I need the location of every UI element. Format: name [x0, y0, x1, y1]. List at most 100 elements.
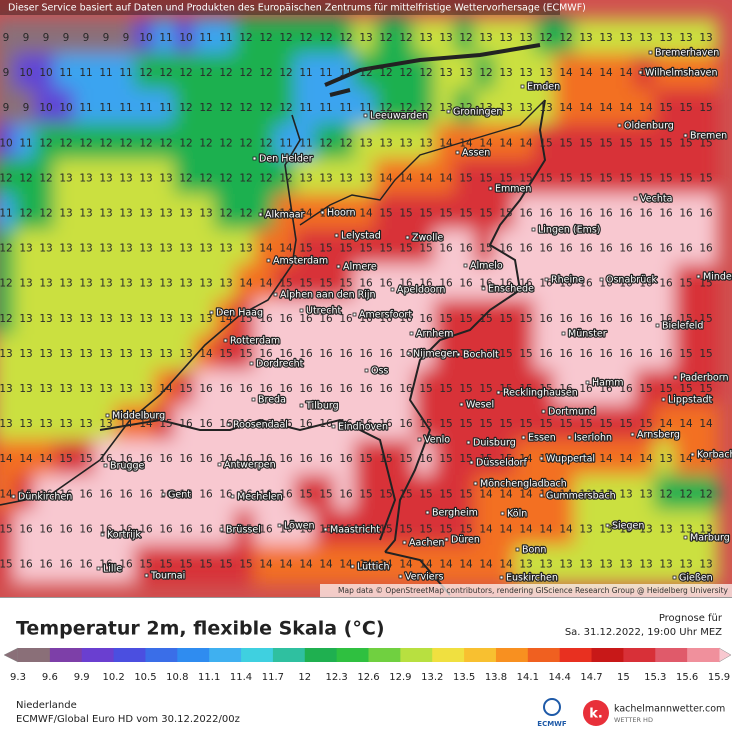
grid-value: 15: [459, 313, 472, 325]
grid-value: 12: [239, 67, 252, 79]
city-label: Tournai: [150, 571, 185, 582]
city-label: Groningen: [453, 107, 502, 118]
grid-value: 16: [119, 523, 133, 535]
grid-value: 12: [359, 67, 372, 79]
city-label: Bielefeld: [662, 321, 703, 332]
grid-value: 13: [59, 243, 72, 255]
grid-value: 13: [239, 243, 252, 255]
grid-value: 14: [639, 102, 653, 114]
grid-value: 15: [479, 313, 492, 325]
grid-value: 11: [199, 32, 212, 44]
grid-value: 15: [639, 418, 652, 430]
city-dot: [585, 380, 590, 385]
grid-value: 12: [479, 67, 492, 79]
national-border: [384, 551, 451, 596]
city-dot: [599, 277, 604, 282]
grid-value: 16: [319, 313, 333, 325]
grid-value: 13: [519, 32, 532, 44]
grid-value: 13: [479, 102, 492, 114]
city-label: Utrecht: [306, 306, 341, 317]
grid-value: 15: [679, 172, 692, 184]
grid-value: 12: [239, 208, 252, 220]
grid-value: 14: [519, 488, 533, 500]
city-dot: [209, 310, 214, 315]
city-dot: [363, 113, 368, 118]
grid-value: 16: [199, 523, 213, 535]
field-cell: [694, 158, 718, 198]
grid-value: 13: [579, 488, 592, 500]
grid-value: 13: [459, 67, 472, 79]
city-dot: [258, 212, 263, 217]
field-cell: [694, 509, 718, 549]
grid-value: 16: [659, 243, 673, 255]
colorbar-label: 14.1: [517, 672, 539, 683]
grid-value: 12: [199, 172, 212, 184]
kw-logo: [583, 700, 609, 726]
grid-value: 16: [319, 453, 333, 465]
colorbar-label: 12.3: [326, 672, 348, 683]
grid-value: 16: [259, 453, 273, 465]
grid-value: 13: [159, 172, 172, 184]
grid-value: 16: [339, 418, 353, 430]
grid-value: 14: [559, 523, 573, 535]
grid-value: 14: [539, 523, 553, 535]
grid-value: 16: [199, 453, 213, 465]
colorbar-segment: [304, 648, 338, 662]
city-label: Den Helder: [259, 154, 313, 165]
grid-value: 16: [19, 559, 33, 571]
grid-value: 15: [319, 488, 332, 500]
grid-value: 15: [559, 418, 572, 430]
grid-value: 14: [419, 172, 433, 184]
grid-value: 16: [459, 243, 473, 255]
colorbar-label: 15: [617, 672, 630, 683]
grid-value: 13: [499, 67, 512, 79]
grid-value: 13: [439, 102, 452, 114]
grid-value: 14: [499, 488, 513, 500]
grid-value: 14: [519, 137, 533, 149]
grid-value: 11: [119, 67, 132, 79]
city-dot: [350, 564, 355, 569]
city-label: Assen: [462, 148, 490, 159]
grid-value: 13: [39, 278, 52, 290]
grid-value: 16: [499, 278, 513, 290]
grid-value: 16: [699, 243, 713, 255]
city-label: Bergheim: [432, 508, 478, 519]
grid-value: 16: [59, 488, 73, 500]
grid-value: 10: [0, 137, 13, 149]
national-border: [99, 418, 397, 541]
grid-value: 13: [579, 559, 592, 571]
grid-value: 12: [419, 67, 432, 79]
grid-value: 15: [519, 383, 532, 395]
grid-value: 16: [299, 523, 313, 535]
grid-value: 16: [679, 208, 693, 220]
grid-value: 15: [519, 418, 532, 430]
grid-value: 15: [539, 172, 552, 184]
grid-value: 15: [539, 137, 552, 149]
grid-value: 9: [3, 67, 10, 79]
grid-value: 12: [0, 243, 13, 255]
grid-value: 15: [419, 418, 432, 430]
city-label: Antwerpen: [224, 460, 276, 471]
grid-value: 14: [439, 559, 453, 571]
grid-value: 16: [139, 453, 153, 465]
grid-value: 12: [679, 488, 692, 500]
field-cell: [694, 544, 718, 585]
grid-value: 16: [599, 383, 613, 395]
grid-value: 12: [99, 137, 112, 149]
grid-value: 14: [479, 559, 493, 571]
grid-value: 9: [3, 102, 10, 114]
colorbar-label: 14.4: [549, 672, 571, 683]
city-label: Roosendaal: [233, 420, 288, 431]
grid-value: 14: [479, 523, 493, 535]
grid-value: 16: [539, 208, 553, 220]
grid-value: 16: [439, 243, 453, 255]
grid-value: 16: [619, 348, 633, 360]
grid-value: 12: [39, 137, 52, 149]
city-label: Mechelen: [237, 492, 283, 503]
grid-value: 14: [599, 67, 613, 79]
grid-value: 16: [379, 383, 393, 395]
field-cell: [0, 334, 18, 374]
grid-value: 16: [259, 523, 273, 535]
grid-value: 13: [79, 278, 92, 290]
grid-value: 14: [379, 172, 393, 184]
